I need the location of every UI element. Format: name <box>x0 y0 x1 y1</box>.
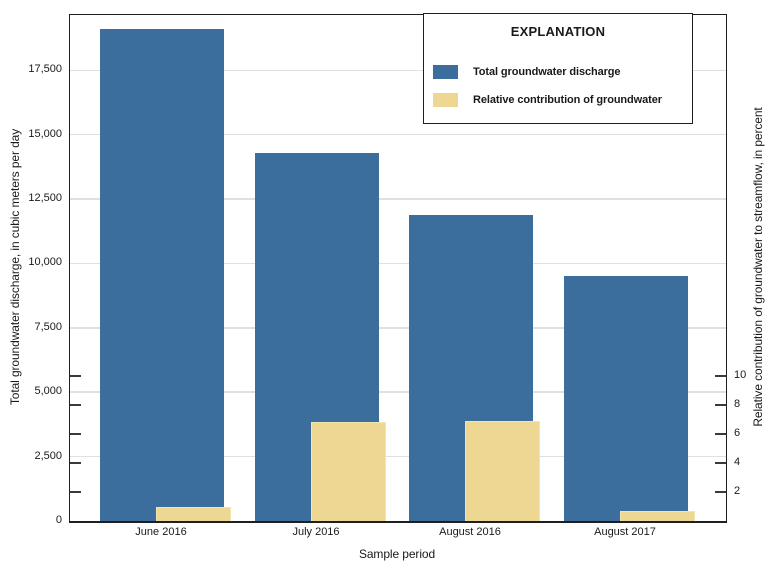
discharge-bar <box>564 276 688 521</box>
right-tick-label: 6 <box>734 427 741 439</box>
x-axis-title: Sample period <box>358 547 436 561</box>
left-tick-label: 5,000 <box>34 385 62 398</box>
x-tick-label: August 2016 <box>439 526 501 538</box>
percent-tick-mark-right <box>715 491 726 493</box>
percent-bar <box>156 506 231 521</box>
x-tick-label: August 2017 <box>594 526 656 538</box>
left-tick-label: 17,500 <box>28 63 62 76</box>
discharge-swatch <box>433 65 458 79</box>
left-tick-label: 0 <box>55 514 62 526</box>
left-tick-label: 7,500 <box>34 320 62 333</box>
gridline <box>70 198 726 200</box>
percent-tick-mark-right <box>715 462 726 464</box>
percent-tick-mark-right <box>715 375 726 377</box>
right-tick-label: 8 <box>734 398 741 410</box>
x-tick-label: July 2016 <box>292 526 340 538</box>
legend-label: Total groundwater discharge <box>473 66 621 78</box>
x-tick-label: June 2016 <box>135 526 187 538</box>
gridline <box>70 391 726 393</box>
right-axis-title: Relative contribution of groundwater to … <box>751 107 765 427</box>
legend-item-discharge: Total groundwater discharge <box>433 65 692 79</box>
left-axis-title: Total groundwater discharge, in cubic me… <box>8 128 22 406</box>
percent-swatch <box>433 93 458 107</box>
percent-tick-mark-left <box>70 462 81 464</box>
gridline <box>70 69 726 72</box>
percent-tick-mark-left <box>70 404 81 406</box>
legend: EXPLANATION Total groundwater discharge … <box>423 13 693 124</box>
percent-tick-mark-left <box>70 491 81 493</box>
left-tick-label: 12,500 <box>28 192 62 205</box>
discharge-bar <box>100 29 224 521</box>
left-tick-label: 10,000 <box>28 256 62 269</box>
percent-bar <box>620 510 695 521</box>
gridline <box>70 262 726 265</box>
legend-title: EXPLANATION <box>510 24 606 39</box>
left-tick-label: 15,000 <box>28 127 62 140</box>
left-tick-label: 2,500 <box>34 449 62 462</box>
percent-tick-mark-left <box>70 375 81 377</box>
percent-tick-mark-right <box>715 433 726 435</box>
gridline <box>70 327 726 329</box>
legend-item-percent: Relative contribution of groundwater <box>433 93 692 107</box>
percent-bar <box>311 422 386 521</box>
right-tick-label: 2 <box>734 485 741 497</box>
right-tick-label: 4 <box>734 456 741 468</box>
percent-tick-mark-right <box>715 404 726 406</box>
gridline <box>70 133 726 136</box>
right-tick-label: 10 <box>734 369 747 381</box>
percent-bar <box>465 421 540 521</box>
gridline <box>70 455 726 458</box>
percent-tick-mark-left <box>70 433 81 435</box>
legend-label: Relative contribution of groundwater <box>473 94 662 106</box>
